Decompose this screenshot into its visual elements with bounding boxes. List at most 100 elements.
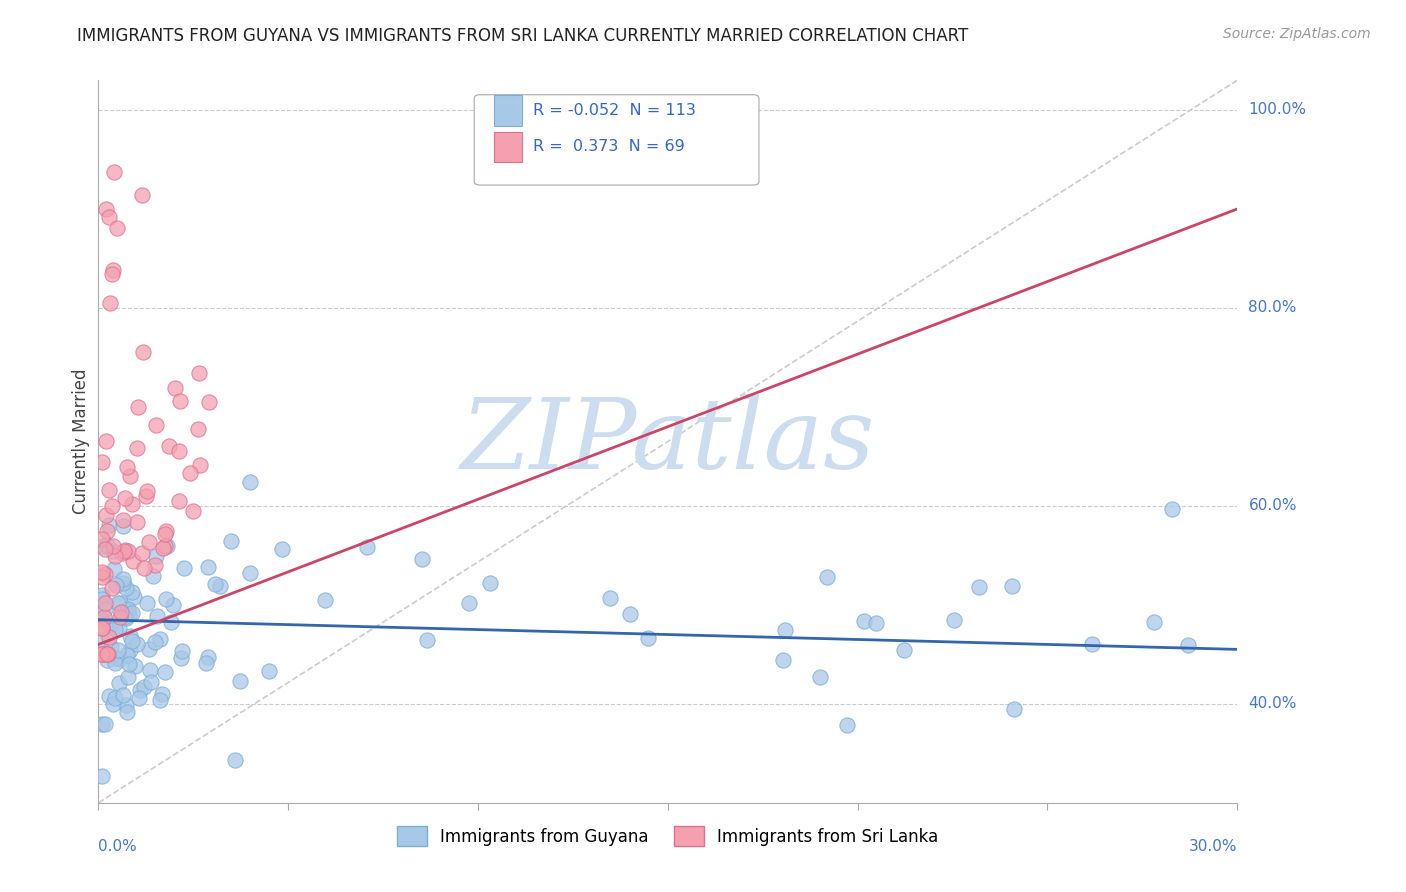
Point <box>135 489 157 503</box>
Point <box>637 631 659 645</box>
Point <box>96 538 118 552</box>
Point <box>111 572 134 586</box>
Point <box>170 650 193 665</box>
Point <box>852 614 875 628</box>
Point <box>187 422 209 436</box>
Point <box>115 610 138 624</box>
Point <box>136 596 159 610</box>
Point <box>188 366 211 380</box>
Point <box>356 540 378 554</box>
Point <box>155 592 177 607</box>
Point <box>837 718 859 732</box>
Point <box>108 610 131 624</box>
Point <box>270 542 292 557</box>
Point <box>115 460 138 475</box>
Point <box>110 605 132 619</box>
Point <box>1002 701 1025 715</box>
Point <box>110 652 132 666</box>
Point <box>132 345 155 359</box>
Point <box>124 659 146 673</box>
Point <box>162 598 184 612</box>
Point <box>139 663 162 677</box>
Point <box>416 633 439 648</box>
Point <box>127 637 149 651</box>
Point <box>111 513 134 527</box>
Point <box>91 588 114 602</box>
Point <box>103 562 125 576</box>
Point <box>94 602 117 616</box>
Point <box>179 467 201 481</box>
Point <box>115 648 138 662</box>
Point <box>97 689 120 703</box>
Point <box>108 596 131 610</box>
Point <box>134 681 156 695</box>
Point <box>1161 501 1184 516</box>
Point <box>91 611 114 625</box>
Point <box>105 220 128 235</box>
Point <box>197 559 219 574</box>
Point <box>114 603 136 617</box>
Point <box>118 607 141 622</box>
Text: ZIPatlas: ZIPatlas <box>461 394 875 489</box>
Point <box>165 381 187 395</box>
Point <box>94 542 117 557</box>
Text: 80.0%: 80.0% <box>1249 301 1296 316</box>
Text: IMMIGRANTS FROM GUYANA VS IMMIGRANTS FROM SRI LANKA CURRENTLY MARRIED CORRELATIO: IMMIGRANTS FROM GUYANA VS IMMIGRANTS FRO… <box>77 27 969 45</box>
Point <box>129 682 152 697</box>
Text: 0.0%: 0.0% <box>98 838 138 854</box>
Point <box>107 643 129 657</box>
Point <box>118 629 141 643</box>
Point <box>239 566 262 580</box>
Point <box>108 676 131 690</box>
Point <box>117 543 139 558</box>
Point <box>118 468 141 483</box>
Point <box>91 565 114 579</box>
Point <box>98 619 121 633</box>
Point <box>91 648 114 662</box>
Point <box>775 623 797 637</box>
Point <box>115 582 138 596</box>
Point <box>136 483 159 498</box>
Point <box>96 508 118 523</box>
Point <box>478 575 501 590</box>
Point <box>127 441 149 455</box>
Point <box>173 561 195 575</box>
Point <box>103 539 125 553</box>
Point <box>112 543 135 558</box>
Point <box>149 693 172 707</box>
Point <box>91 454 114 468</box>
Point <box>181 504 204 518</box>
Point <box>169 393 191 408</box>
Point <box>893 642 915 657</box>
Point <box>120 643 142 657</box>
Point <box>115 705 138 719</box>
Point <box>122 590 145 604</box>
Point <box>105 578 128 592</box>
Text: 60.0%: 60.0% <box>1249 499 1296 514</box>
Y-axis label: Currently Married: Currently Married <box>72 368 90 515</box>
Point <box>153 527 176 541</box>
Point <box>150 687 173 701</box>
Point <box>93 609 115 624</box>
Text: 40.0%: 40.0% <box>1249 697 1296 711</box>
Point <box>104 656 127 670</box>
Point <box>91 620 114 634</box>
Text: Source: ZipAtlas.com: Source: ZipAtlas.com <box>1223 27 1371 41</box>
Point <box>114 542 136 557</box>
Point <box>91 647 114 661</box>
Point <box>94 566 117 581</box>
Point <box>107 597 129 611</box>
Point <box>111 689 134 703</box>
Point <box>94 716 117 731</box>
Point <box>153 665 176 679</box>
Point <box>619 607 641 621</box>
Point <box>108 621 131 635</box>
Point <box>104 691 127 706</box>
Point <box>239 475 262 489</box>
Point <box>101 581 124 595</box>
Point <box>104 623 127 637</box>
Point <box>155 524 177 538</box>
Point <box>97 210 120 224</box>
Point <box>121 497 143 511</box>
Point <box>458 596 481 610</box>
